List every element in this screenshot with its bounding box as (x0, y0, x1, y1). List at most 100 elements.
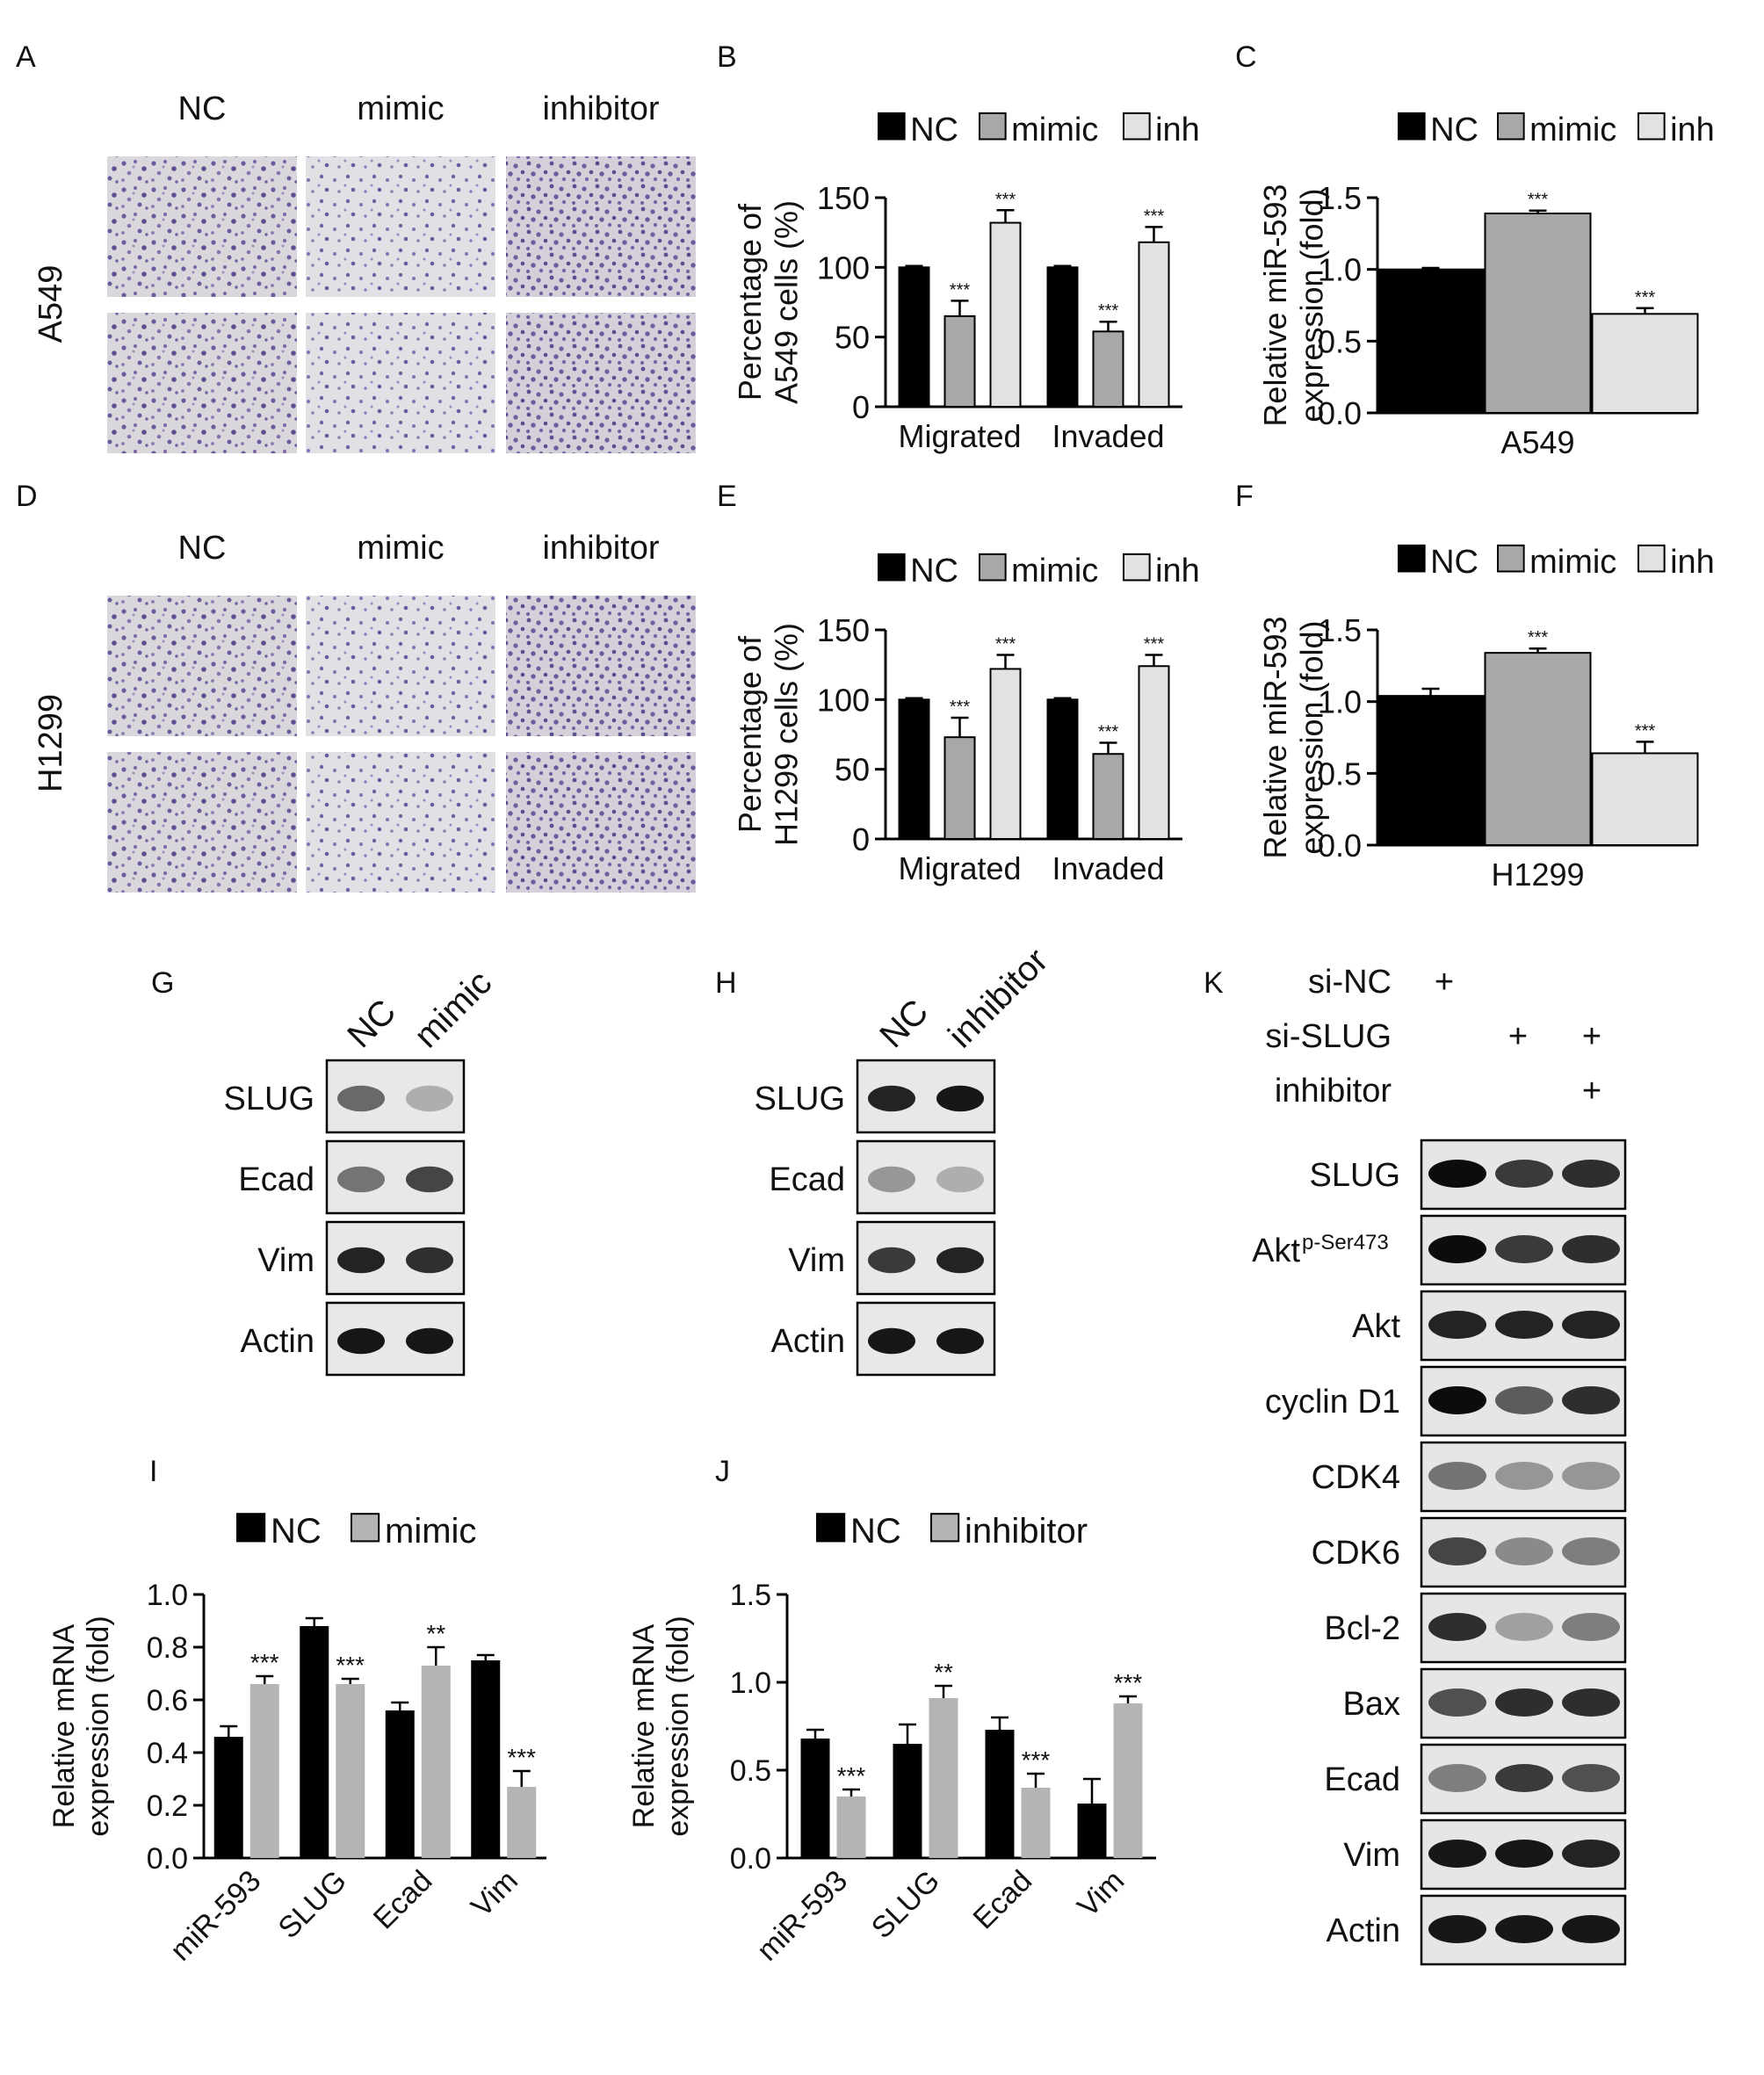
micrograph-h1299-nc-1 (107, 596, 297, 736)
micrograph-a549-nc-2 (107, 313, 297, 453)
band (1562, 1915, 1620, 1943)
bar-inh-migrated (989, 668, 1022, 841)
band (406, 1166, 453, 1193)
blot-label-cdk4: CDK4 (1312, 1459, 1400, 1496)
panel-letter-j: J (715, 1455, 730, 1488)
column-label-nc: NC (178, 530, 227, 567)
blot-label-bcl-2: Bcl-2 (1324, 1610, 1400, 1647)
blot-label-slug: SLUG (755, 1081, 845, 1117)
bar-inh-invaded (1138, 665, 1170, 841)
panel-letter-d: D (16, 480, 38, 513)
band (868, 1247, 915, 1274)
blot-strip-k-2 (1420, 1214, 1627, 1286)
bar-nc-ecad (985, 1730, 1015, 1858)
bar-nc-migrated (898, 266, 930, 408)
blot-strip-ecad (856, 1139, 996, 1215)
band (337, 1166, 385, 1193)
significance-marker: *** (995, 635, 1016, 654)
x-tick-label: Migrated (898, 850, 1021, 886)
legend-swatch-nc (1398, 544, 1426, 573)
band (1495, 1840, 1553, 1868)
blot-strip-k-9 (1420, 1743, 1627, 1815)
band (1495, 1915, 1553, 1943)
y-tick-label: 50 (835, 320, 870, 356)
y-tick-label: 0.5 (1318, 756, 1362, 792)
significance-marker: ** (934, 1659, 953, 1686)
band (1562, 1840, 1620, 1868)
band (1428, 1462, 1486, 1490)
chart-e: 0 50 100 150 Percentage of H1299 cells (%) ***… (732, 612, 1182, 886)
band (406, 1247, 453, 1274)
bar-nc-vim (471, 1660, 501, 1858)
y-tick-label: 1.0 (730, 1667, 771, 1700)
y-tick-label: 1.0 (147, 1579, 188, 1612)
micrograph-a549-inhibitor-1 (506, 156, 696, 297)
condition-mark: + (1435, 964, 1454, 1001)
blot-strip-k-7 (1420, 1592, 1627, 1664)
significance-marker: *** (1098, 723, 1119, 742)
panel-letter-i: I (149, 1455, 157, 1488)
legend-swatch-inh (1637, 112, 1666, 141)
significance-marker: *** (950, 698, 971, 717)
condition-label-si-nc: si-NC (1308, 964, 1392, 1001)
significance-marker: *** (1635, 288, 1656, 307)
bar-inh-migrated (989, 221, 1022, 408)
chart-b: 0 50 100 150 Percentage of A549 cells (%) *** *… (732, 180, 1182, 454)
significance-marker: *** (1635, 721, 1656, 741)
y-tick-label: 0 (852, 821, 870, 857)
bar-inh-a549 (1591, 313, 1699, 414)
panel-letter-b: B (717, 40, 737, 74)
y-tick-label: 0.0 (1318, 395, 1362, 431)
legend-label-mimic: mimic (1011, 553, 1098, 589)
band (337, 1247, 385, 1274)
panel-letter-a: A (16, 40, 36, 74)
bar-inhibitor-ecad (1021, 1788, 1051, 1858)
legend-label-nc: NC (910, 112, 958, 148)
significance-marker: ** (426, 1620, 445, 1647)
blot-label-vim: Vim (1343, 1837, 1400, 1874)
band (1428, 1764, 1486, 1792)
micrograph-a549-mimic-2 (306, 313, 495, 453)
blot-strip-k-6 (1420, 1516, 1627, 1588)
legend-label-mimic: mimic (1011, 112, 1098, 148)
bar-nc-slug (300, 1626, 329, 1858)
y-tick-label: 0.5 (1318, 323, 1362, 359)
x-tick-label: Invaded (1052, 418, 1164, 454)
band (1495, 1537, 1553, 1565)
bar-mimic-a549 (1484, 212, 1592, 414)
band (1428, 1537, 1486, 1565)
y-axis-label: expression (fold) (1293, 188, 1329, 422)
bar-nc-a549 (1377, 268, 1485, 414)
x-tick-label: Vim (465, 1864, 524, 1924)
bar-mimic-invaded (1092, 330, 1124, 408)
bar-nc-mir-593 (800, 1739, 830, 1858)
x-tick-label: SLUG (272, 1864, 353, 1945)
bar-nc-ecad (385, 1710, 415, 1858)
significance-marker: *** (250, 1649, 279, 1676)
band (1562, 1764, 1620, 1792)
bar-nc-mir-593 (213, 1737, 243, 1858)
blot-strip-actin (325, 1301, 466, 1377)
bar-mimic-h1299 (1484, 652, 1592, 847)
y-tick-label: 0.0 (147, 1842, 188, 1876)
legend-swatch-inh (1123, 553, 1151, 582)
legend-label-nc: NC (271, 1512, 322, 1551)
column-label-mimic: mimic (357, 90, 444, 127)
legend-label-nc: NC (1430, 112, 1478, 148)
y-tick-label: 0.0 (730, 1842, 771, 1876)
lane-label-mimic: mimic (407, 963, 499, 1055)
bar-inh-h1299 (1591, 752, 1699, 847)
band (1562, 1235, 1620, 1263)
legend-label-nc: NC (1430, 544, 1478, 581)
y-axis-label: Relative mRNA (47, 1623, 81, 1828)
legend-label-mimic: mimic (1529, 112, 1616, 148)
significance-marker: *** (1098, 301, 1119, 321)
lane-label-nc: NC (872, 992, 936, 1055)
bar-nc-migrated (898, 698, 930, 840)
bar-mimic-vim (507, 1787, 537, 1858)
y-axis-label: expression (fold) (662, 1616, 695, 1836)
blot-label-cyclin-d1: cyclin D1 (1265, 1384, 1400, 1421)
blot-label-akt: Akt (1352, 1308, 1400, 1345)
blot-strip-k-11 (1420, 1894, 1627, 1966)
micrograph-h1299-mimic-2 (306, 752, 495, 893)
